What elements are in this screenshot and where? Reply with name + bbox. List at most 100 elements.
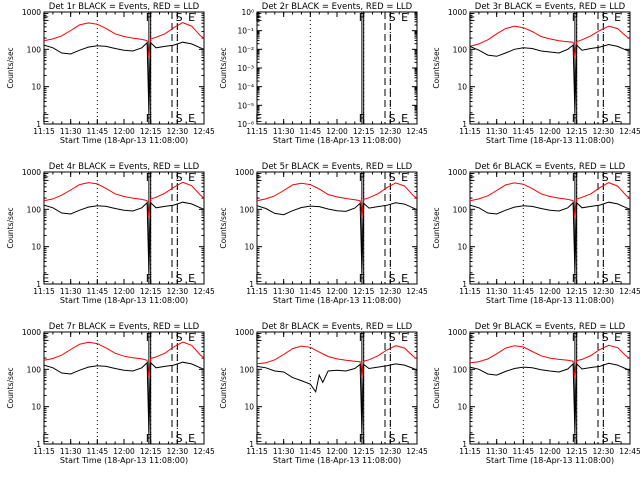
x-tick-label: 12:30 [380, 447, 402, 456]
y-tick-label: 100 [240, 205, 255, 214]
marker-label: S [389, 331, 396, 344]
marker-label: E [401, 11, 408, 24]
x-axis-label: Start Time (18-Apr-13 11:08:00) [60, 136, 188, 145]
y-axis-label: Counts/sec [219, 47, 228, 88]
marker-label: E [468, 331, 475, 344]
marker-label: E [401, 171, 408, 184]
marker-label: E [188, 331, 195, 344]
y-tick-label: 10⁻⁴ [237, 83, 254, 92]
lld-series-line [256, 182, 418, 218]
marker-label: E [255, 11, 262, 24]
chart-title: Det 9r BLACK = Events, RED = LLD [475, 322, 626, 332]
marker-label: S [389, 112, 396, 125]
x-tick-label: 11:15 [246, 127, 268, 136]
x-tick-label: 11:15 [246, 447, 268, 456]
x-tick-label: 11:45 [87, 287, 109, 296]
chart-panel-4: Det 4r BLACK = Events, RED = LLD 1 10 100 10… [6, 162, 215, 305]
marker-label: E [188, 432, 195, 445]
y-tick-label: 10⁻² [237, 45, 254, 54]
lld-series-line [469, 344, 631, 378]
y-axis-label: Counts/sec [432, 207, 441, 248]
x-tick-label: 11:15 [246, 287, 268, 296]
y-tick-label: 1 [462, 280, 467, 289]
x-tick-label: 11:15 [459, 127, 481, 136]
y-axis-label: Counts/sec [219, 367, 228, 408]
x-tick-label: 12:30 [593, 287, 615, 296]
x-tick-label: 11:15 [459, 447, 481, 456]
plot-frame [43, 11, 205, 125]
chart-title: Det 3r BLACK = Events, RED = LLD [475, 2, 626, 12]
marker-label: F [146, 171, 152, 184]
marker-label: E [401, 112, 408, 125]
y-tick-label: 10 [457, 243, 467, 252]
x-axis-label: Start Time (18-Apr-13 11:08:00) [273, 296, 401, 305]
x-tick-label: 11:45 [300, 287, 322, 296]
y-tick-label: 1 [249, 440, 254, 449]
x-tick-label: 11:30 [273, 447, 295, 456]
marker-label: S [389, 272, 396, 285]
marker-label: F [572, 331, 578, 344]
y-tick-label: 1000 [235, 328, 254, 337]
y-tick-label: 100 [453, 45, 468, 54]
marker-label: E [614, 331, 621, 344]
marker-label: S [389, 11, 396, 24]
y-tick-label: 10⁻⁵ [237, 101, 254, 110]
marker-label: F [359, 171, 365, 184]
y-tick-label: 1000 [448, 168, 467, 177]
x-tick-label: 11:30 [486, 127, 508, 136]
y-axis-label: Counts/sec [6, 367, 15, 408]
marker-label: E [42, 112, 49, 125]
events-series-line [256, 202, 418, 273]
y-tick-label: 10⁻¹ [237, 27, 254, 36]
marker-label: F [359, 432, 365, 445]
marker-label: F [146, 331, 152, 344]
x-tick-label: 12:30 [167, 127, 189, 136]
marker-label: E [468, 112, 475, 125]
x-tick-label: 11:30 [273, 287, 295, 296]
chart-panel-3: Det 3r BLACK = Events, RED = LLD 1 10 100 10… [432, 2, 640, 145]
y-tick-label: 100 [27, 205, 42, 214]
marker-label: S [389, 432, 396, 445]
y-tick-label: 10 [244, 403, 254, 412]
x-tick-label: 11:30 [60, 447, 82, 456]
marker-label: E [255, 171, 262, 184]
x-tick-label: 12:15 [566, 447, 588, 456]
x-tick-label: 12:15 [353, 127, 375, 136]
x-tick-label: 12:30 [593, 447, 615, 456]
plot-frame [469, 331, 631, 445]
marker-label: S [176, 331, 183, 344]
y-tick-label: 1 [36, 440, 41, 449]
marker-label: E [255, 112, 262, 125]
x-axis-label: Start Time (18-Apr-13 11:08:00) [273, 456, 401, 465]
marker-label: E [614, 272, 621, 285]
x-tick-label: 12:45 [193, 287, 215, 296]
y-tick-label: 1 [462, 120, 467, 129]
events-series-line [469, 362, 631, 433]
y-tick-label: 1000 [448, 328, 467, 337]
y-tick-label: 10 [457, 403, 467, 412]
x-tick-label: 11:45 [513, 447, 535, 456]
marker-label: E [468, 11, 475, 24]
x-axis-label: Start Time (18-Apr-13 11:08:00) [486, 296, 614, 305]
chart-title: Det 6r BLACK = Events, RED = LLD [475, 162, 626, 172]
x-axis-label: Start Time (18-Apr-13 11:08:00) [273, 136, 401, 145]
lld-series-line [256, 345, 418, 378]
x-tick-label: 12:15 [140, 447, 162, 456]
marker-label: F [359, 331, 365, 344]
marker-label: E [468, 272, 475, 285]
plot-frame [469, 171, 631, 285]
x-tick-label: 12:45 [193, 447, 215, 456]
x-tick-label: 11:45 [87, 447, 109, 456]
x-tick-label: 11:30 [486, 287, 508, 296]
lld-series-line [469, 25, 631, 58]
y-tick-label: 10⁻³ [237, 64, 254, 73]
plot-frame [43, 171, 205, 285]
x-tick-label: 11:30 [273, 127, 295, 136]
events-series-line [43, 201, 205, 273]
lld-series-line [43, 181, 205, 218]
x-tick-label: 11:45 [513, 127, 535, 136]
chart-panel-6: Det 6r BLACK = Events, RED = LLD 1 10 100 10… [432, 162, 640, 305]
y-tick-label: 1000 [22, 328, 41, 337]
y-tick-label: 10 [31, 83, 41, 92]
x-axis-label: Start Time (18-Apr-13 11:08:00) [60, 296, 188, 305]
